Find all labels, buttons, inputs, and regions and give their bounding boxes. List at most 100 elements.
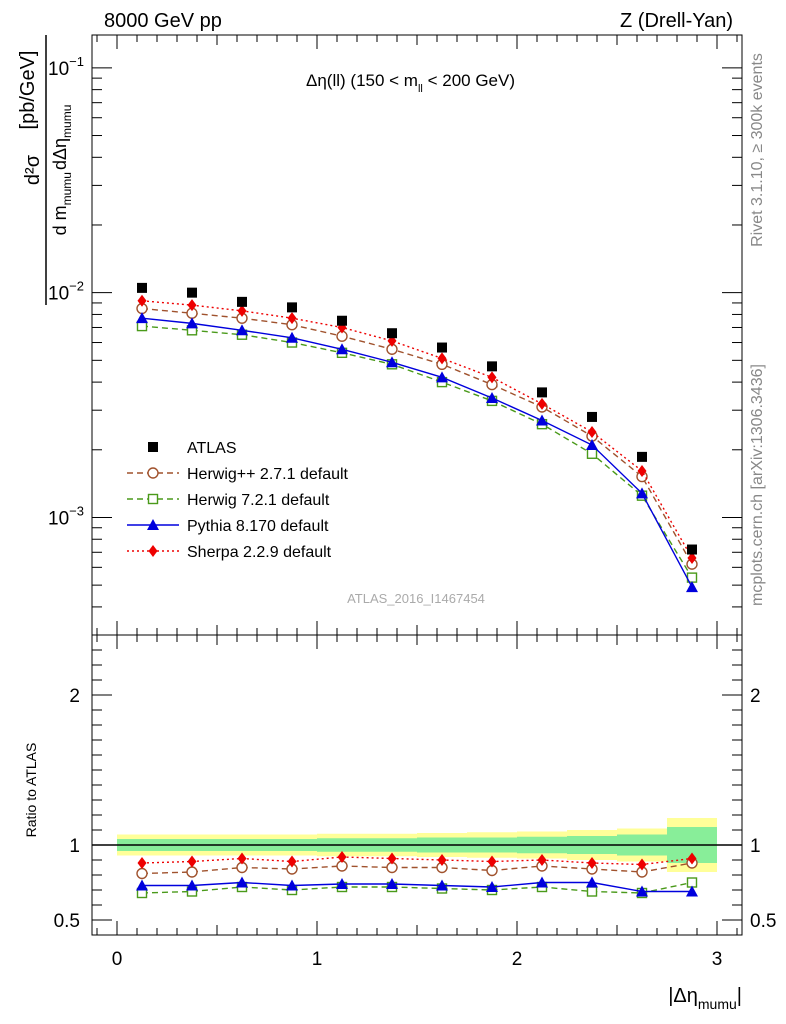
y-label-denominator: d mmumudΔηmumu [50,105,74,236]
ratio-y-tick-label: 1 [69,836,80,857]
ratio-point-pythia-8-170-default [686,885,698,897]
y-tick-label-exponent: −2 [69,279,84,294]
main-axis-ticks: 10−110−210−3 [48,35,742,636]
legend-marker-atlas [148,442,158,452]
data-point-atlas [587,411,597,422]
main-series-group [136,282,698,593]
ratio-y-tick-label-right: 0.5 [750,911,776,932]
ratio-series-group [136,851,698,899]
data-point-sherpa-2-2-9-default [537,397,547,410]
y-tick-label-exponent: −1 [69,54,84,69]
data-point-sherpa-2-2-9-default [587,425,597,438]
ratio-point-sherpa-2-2-9-default [687,852,697,865]
energy-label: 8000 GeV pp [104,10,222,32]
data-point-sherpa-2-2-9-default [437,352,447,365]
data-point-sherpa-2-2-9-default [137,294,147,307]
ratio-point-sherpa-2-2-9-default [137,857,147,869]
y-tick-label: 10−3 [48,503,84,529]
plot-title-subscript: ll [418,83,423,95]
data-point-sherpa-2-2-9-default [487,371,497,384]
ratio-point-sherpa-2-2-9-default [637,858,647,871]
ratio-point-pythia-8-170-default [136,879,148,891]
y-tick-label-exponent: −3 [69,503,84,518]
data-point-atlas [537,387,547,398]
legend-label-herwig-7-2-1-default: Herwig 7.2.1 default [187,492,330,509]
y-tick-label-base: 10 [48,59,69,80]
y-label-numerator: d²σ [22,154,44,185]
ratio-point-pythia-8-170-default [236,876,248,888]
ratio-line-herwig-2-7-1-default [141,862,693,875]
plot-title-tail: < 200 GeV) [423,71,515,90]
ratio-line-pythia-8-170-default [142,881,692,893]
legend-marker-pythia-8-170-default [147,519,159,530]
ratio-point-sherpa-2-2-9-default [287,855,297,868]
ratio-point-sherpa-2-2-9-default [487,855,497,868]
y-label-den-d2: dΔη [50,138,70,170]
ratio-point-pythia-8-170-default [286,879,298,891]
ratio-point-herwig-2-7-1-default [136,867,148,880]
data-point-atlas [337,315,347,326]
ratio-point-herwig-7-2-1-default [586,886,598,897]
ratio-y-tick-label-right: 1 [750,836,761,857]
x-label-subscript: mumu [698,996,737,1012]
data-point-sherpa-2-2-9-default [287,312,297,325]
data-point-sherpa-2-2-9-default [237,304,247,317]
legend-label-atlas: ATLAS [187,440,237,457]
ratio-y-tick-label: 0.5 [54,911,80,932]
mcplots-text: mcplots.cern.ch [arXiv:1306.3436] [749,364,766,606]
series-line-herwig-2-7-1-default [141,307,693,565]
data-point-sherpa-2-2-9-default [187,299,197,312]
ratio-line-herwig-7-2-1-default [141,881,693,894]
legend: ATLAS Herwig++ 2.7.1 default Herwig 7.2.1 … [127,440,349,561]
x-label-tail: | [737,985,742,1007]
rivet-version-label: Rivet 3.1.10, ≥ 300k events [749,53,766,247]
y-tick-label: 10−1 [48,54,84,80]
ratio-y-tick-label: 2 [69,686,80,707]
data-point-pythia-8-170-default [236,324,248,336]
ratio-point-sherpa-2-2-9-default [587,857,597,869]
ratio-y-label-text: Ratio to ATLAS [23,743,39,838]
data-point-pythia-8-170-default [586,439,598,451]
ratio-line-sherpa-2-2-9-default [141,856,693,866]
ratio-point-sherpa-2-2-9-default [237,852,247,865]
x-tick-label: 2 [512,949,523,970]
data-point-atlas [187,287,197,298]
data-point-pythia-8-170-default [286,331,298,343]
y-label-den-sub2: mumu [60,105,74,138]
data-point-atlas [687,544,697,555]
data-point-pythia-8-170-default [686,581,698,593]
ratio-point-pythia-8-170-default [436,879,448,891]
data-point-sherpa-2-2-9-default [687,552,697,565]
data-point-pythia-8-170-default [336,343,348,355]
ratio-point-sherpa-2-2-9-default [387,852,397,865]
plot-title-main: Δη(ll) (150 < m [306,71,418,90]
data-point-pythia-8-170-default [136,312,148,324]
data-point-sherpa-2-2-9-default [637,464,647,477]
y-label-den-sub1: mumu [60,172,74,205]
ratio-y-axis-label: Ratio to ATLAS [23,743,39,838]
ratio-y-tick-label-right: 2 [750,686,761,707]
data-point-pythia-8-170-default [386,356,398,368]
legend-label-herwig-2-7-1-default: Herwig++ 2.7.1 default [187,466,349,483]
analysis-watermark: ATLAS_2016_I1467454 [347,591,485,606]
data-point-atlas [287,302,297,313]
data-point-pythia-8-170-default [536,414,548,426]
data-point-atlas [137,282,147,293]
series-line-herwig-7-2-1-default [141,325,693,578]
ratio-point-pythia-8-170-default [586,876,598,888]
y-axis-label: d²σ d mmumudΔηmumu [22,35,74,305]
ratio-point-pythia-8-170-default [636,885,648,897]
ratio-point-pythia-8-170-default [336,878,348,889]
y-tick-label-base: 10 [48,284,69,305]
ratio-point-pythia-8-170-default [486,881,498,892]
ratio-point-herwig-2-7-1-default [186,866,198,878]
y-tick-label: 10−2 [48,279,84,305]
series-line-pythia-8-170-default [141,317,693,588]
legend-marker-herwig-7-2-1-default [147,493,159,505]
y-label-unit: [pb/GeV] [17,51,39,130]
mcplots-label: mcplots.cern.ch [arXiv:1306.3436] [749,364,766,606]
legend-label-pythia-8-170-default: Pythia 8.170 default [187,518,329,535]
rivet-version-text: Rivet 3.1.10, ≥ 300k events [749,53,766,247]
y-axis-unit: [pb/GeV] [17,51,39,130]
